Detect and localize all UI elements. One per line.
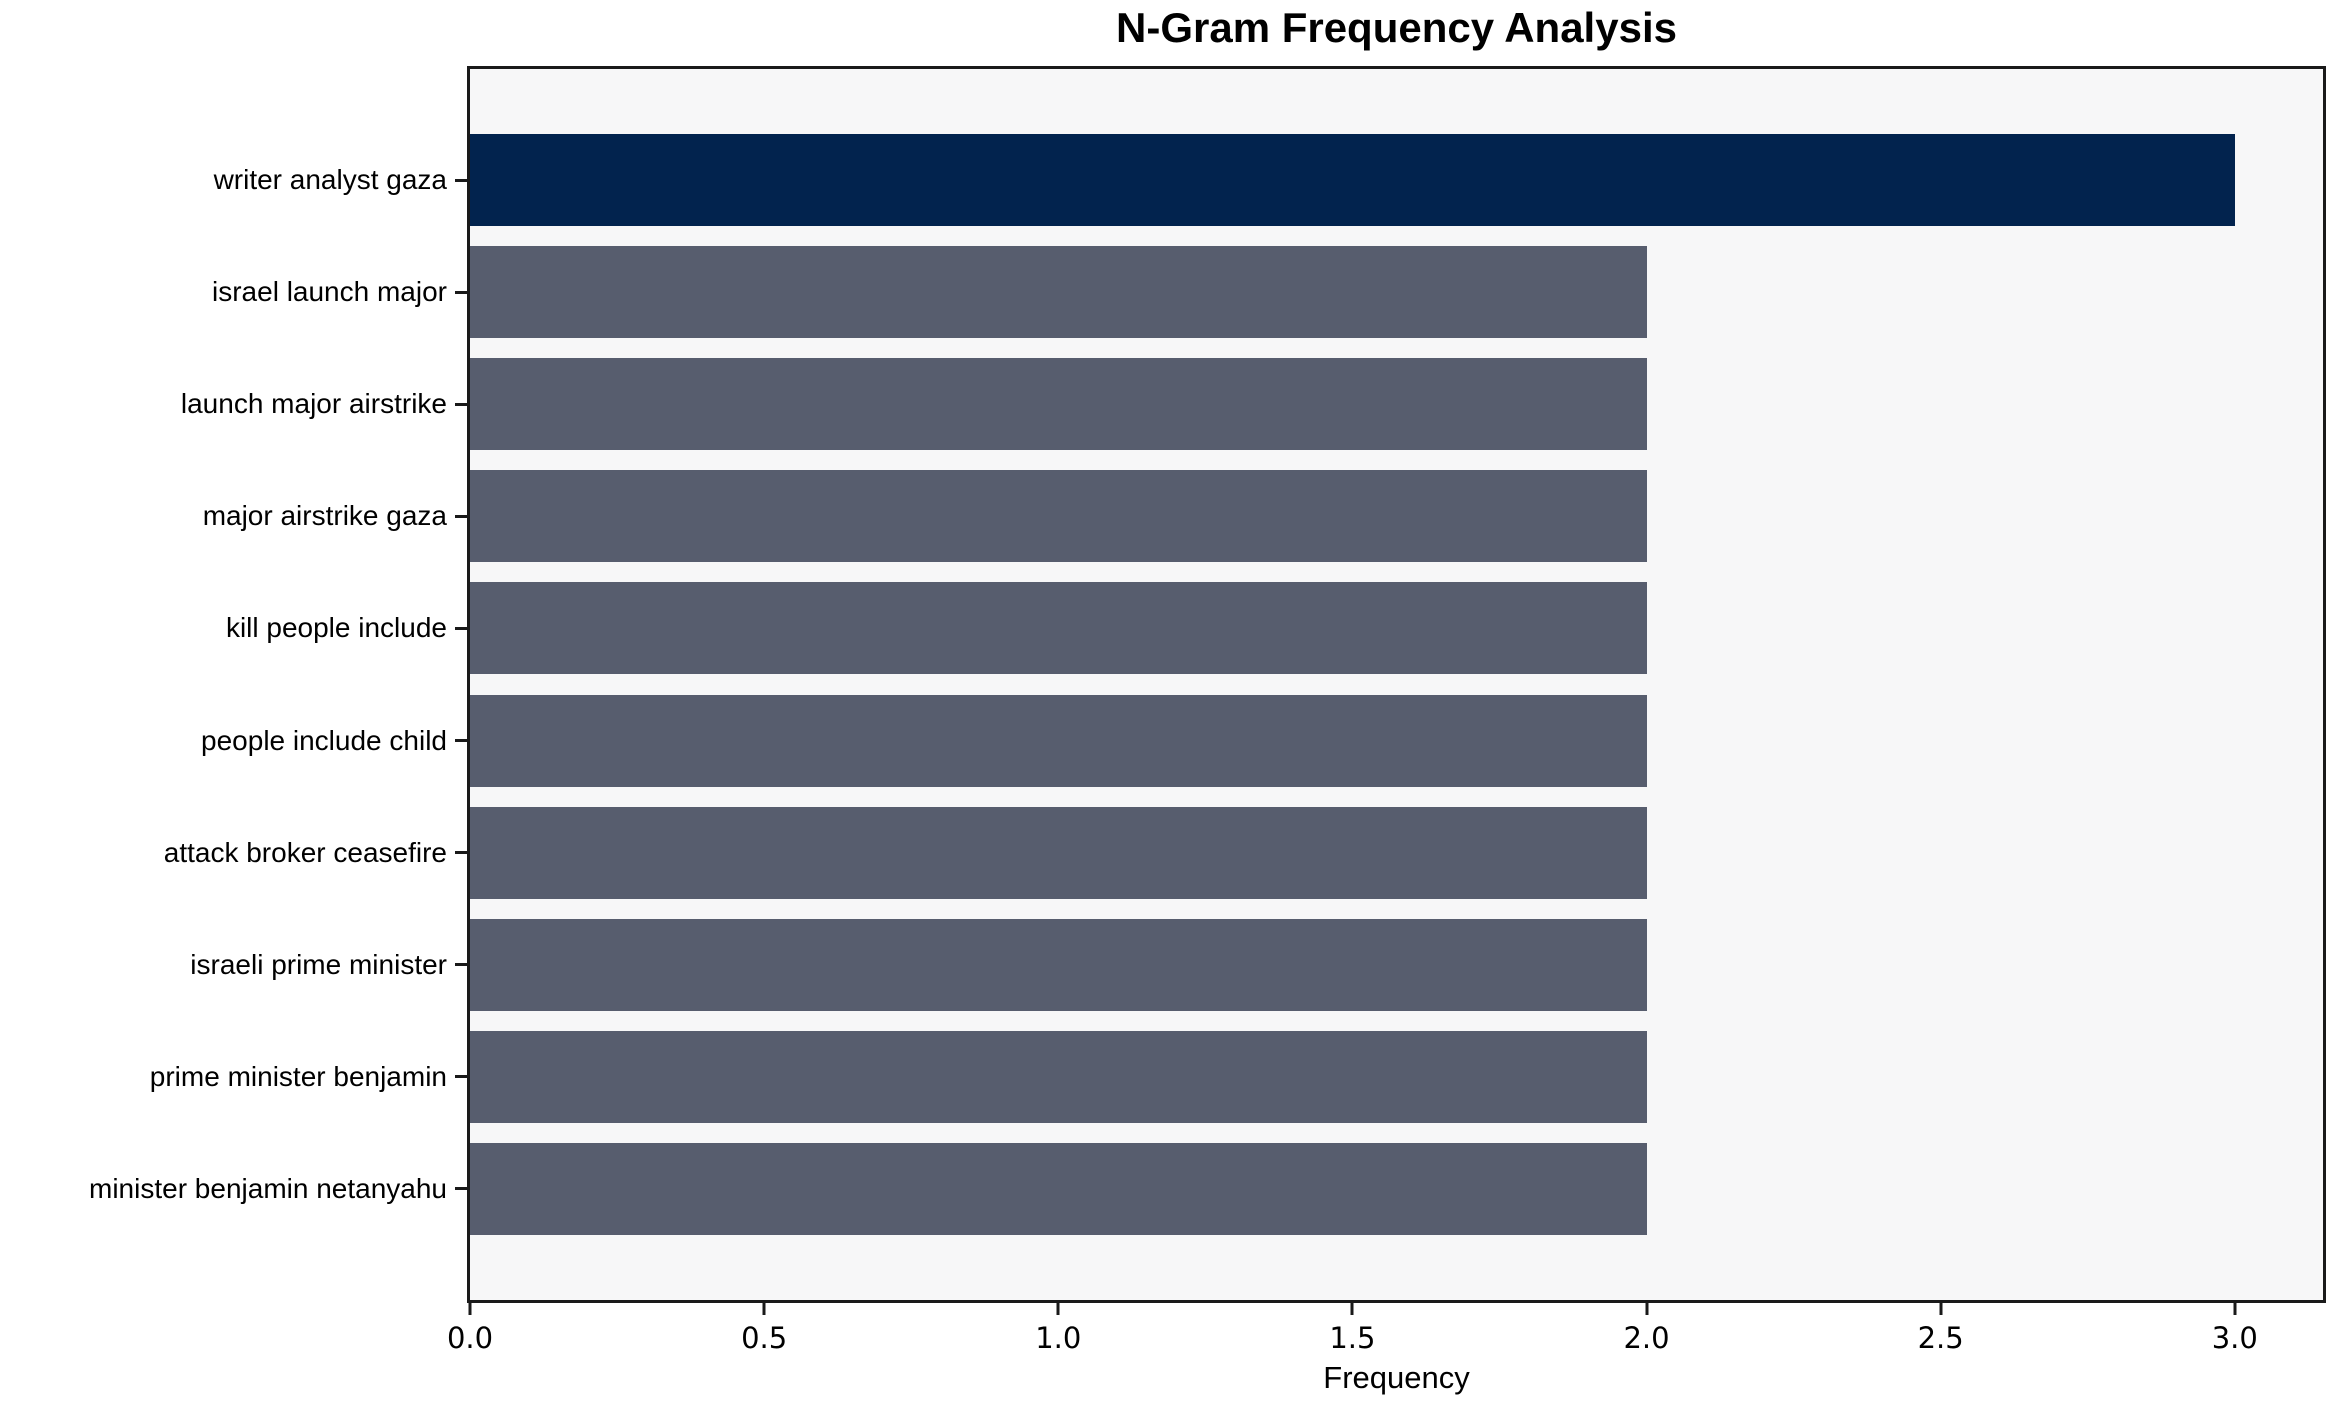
y-tick-mark	[455, 514, 467, 518]
plot-area	[467, 66, 2326, 1303]
y-tick-mark	[455, 290, 467, 294]
y-tick-label: launch major airstrike	[180, 388, 447, 420]
bar-kill-people-include	[470, 582, 1647, 675]
bar-attack-broker-ceasefire	[470, 806, 1647, 899]
y-label-row: people include child	[0, 684, 467, 796]
bar-row	[470, 1133, 2323, 1245]
bar-major-airstrike-gaza	[470, 470, 1647, 563]
x-tick-mark	[2233, 1303, 2237, 1315]
bar-row	[470, 1021, 2323, 1133]
x-tick-label: 0.0	[446, 1321, 494, 1355]
y-label-row: prime minister benjamin	[0, 1021, 467, 1133]
x-tick-label: 3.0	[2211, 1321, 2258, 1355]
y-tick-mark	[455, 1075, 467, 1079]
x-tick-mark	[1939, 1303, 1943, 1315]
bar-row	[470, 572, 2323, 684]
x-tick-label: 1.0	[1035, 1321, 1082, 1355]
y-tick-mark	[455, 626, 467, 630]
x-tick-mark	[1056, 1303, 1060, 1315]
y-label-row: kill people include	[0, 572, 467, 684]
y-tick-label: kill people include	[225, 612, 447, 644]
bar-prime-minister-benjamin	[470, 1030, 1647, 1123]
y-label-row: israeli prime minister	[0, 909, 467, 1021]
bar-launch-major-airstrike	[470, 358, 1647, 451]
y-label-row: israel launch major	[0, 236, 467, 348]
bar-israel-launch-major	[470, 246, 1647, 339]
y-label-row: launch major airstrike	[0, 348, 467, 460]
y-tick-label: attack broker ceasefire	[163, 836, 447, 868]
x-axis: 0.0 0.5 1.0 1.5 2.0 2.5 3.0	[447, 1303, 2323, 1373]
x-tick-mark	[1350, 1303, 1354, 1315]
chart-title: N-Gram Frequency Analysis	[1116, 4, 1677, 51]
y-tick-mark	[455, 739, 467, 743]
bar-row	[470, 909, 2323, 1021]
x-tick-label: 1.5	[1329, 1321, 1376, 1355]
bar-people-include-child	[470, 694, 1647, 787]
x-tick-mark	[1645, 1303, 1648, 1315]
y-label-row: attack broker ceasefire	[0, 797, 467, 909]
x-tick-label: 2.5	[1917, 1321, 1964, 1355]
y-tick-mark	[455, 963, 467, 967]
y-tick-label: israel launch major	[212, 276, 447, 308]
bar-row	[470, 684, 2323, 796]
y-tick-mark	[455, 851, 467, 855]
bar-israeli-prime-minister	[470, 918, 1647, 1011]
y-tick-label: writer analyst gaza	[213, 164, 447, 196]
y-tick-mark	[455, 178, 467, 182]
x-tick-label: 2.0	[1623, 1321, 1670, 1355]
x-axis-title: Frequency	[1323, 1360, 1470, 1395]
bar-row	[470, 348, 2323, 460]
y-label-row: major airstrike gaza	[0, 460, 467, 572]
y-tick-label: people include child	[201, 724, 447, 756]
x-tick-label: 0.5	[741, 1321, 788, 1355]
bar-row	[470, 236, 2323, 348]
y-label-row: minister benjamin netanyahu	[0, 1133, 467, 1245]
y-label-row: writer analyst gaza	[0, 124, 467, 236]
bar-row	[470, 124, 2323, 236]
bar-writer-analyst-gaza	[470, 134, 2235, 227]
y-tick-label: minister benjamin netanyahu	[89, 1172, 447, 1204]
y-tick-label: israeli prime minister	[190, 948, 447, 980]
y-tick-label: prime minister benjamin	[149, 1060, 447, 1092]
x-tick-mark	[468, 1303, 472, 1315]
y-tick-label: major airstrike gaza	[202, 500, 447, 532]
bar-row	[470, 460, 2323, 572]
y-tick-mark	[455, 1187, 467, 1191]
y-axis-labels: writer analyst gaza israel launch major la…	[0, 66, 467, 1303]
bar-row	[470, 797, 2323, 909]
x-tick-mark	[762, 1303, 766, 1315]
bar-minister-benjamin-netanyahu	[470, 1142, 1647, 1235]
y-tick-mark	[455, 402, 467, 406]
